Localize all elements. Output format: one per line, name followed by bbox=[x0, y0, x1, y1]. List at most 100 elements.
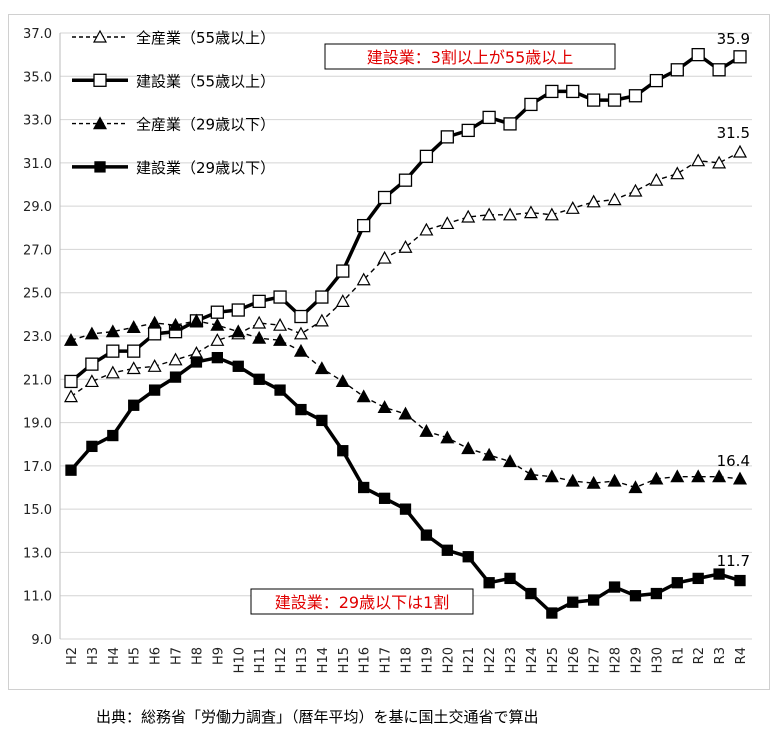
data-point-2 bbox=[398, 406, 413, 420]
legend-label: 全産業（55歳以上） bbox=[136, 29, 275, 47]
data-point-1 bbox=[419, 149, 434, 164]
data-point-0 bbox=[356, 272, 371, 286]
annotation-box bbox=[324, 43, 616, 70]
data-point-3 bbox=[190, 356, 203, 368]
legend-marker bbox=[94, 161, 106, 173]
x-tick-label: H27 bbox=[588, 647, 603, 673]
data-point-2 bbox=[377, 400, 392, 414]
data-point-0 bbox=[712, 155, 727, 169]
data-point-2 bbox=[544, 469, 559, 483]
x-tick-label: H10 bbox=[232, 647, 247, 673]
data-point-0 bbox=[126, 361, 141, 375]
data-point-2 bbox=[461, 441, 476, 455]
x-tick-label: H11 bbox=[253, 647, 268, 673]
data-point-3 bbox=[378, 492, 391, 504]
data-point-2 bbox=[649, 471, 664, 485]
data-point-3 bbox=[546, 607, 558, 619]
data-point-1 bbox=[628, 89, 643, 103]
x-tick-label: H15 bbox=[337, 647, 352, 673]
data-point-1 bbox=[106, 344, 120, 358]
data-point-3 bbox=[462, 551, 474, 563]
data-point-3 bbox=[295, 403, 307, 416]
data-point-2 bbox=[691, 469, 706, 483]
data-point-3 bbox=[399, 503, 412, 515]
data-point-0 bbox=[670, 166, 685, 180]
x-tick-label: H16 bbox=[358, 647, 373, 673]
data-point-0 bbox=[419, 222, 434, 236]
data-point-0 bbox=[63, 389, 79, 403]
data-point-0 bbox=[523, 205, 538, 219]
data-point-1 bbox=[147, 327, 162, 341]
x-tick-label: H3 bbox=[86, 647, 101, 665]
data-point-3 bbox=[734, 574, 746, 587]
data-point-0 bbox=[293, 326, 308, 340]
data-point-3 bbox=[337, 445, 349, 457]
data-point-1 bbox=[461, 123, 475, 138]
data-point-0 bbox=[252, 315, 267, 329]
y-tick-label: 19.0 bbox=[23, 417, 52, 432]
data-point-2 bbox=[63, 333, 79, 346]
data-point-3 bbox=[671, 577, 683, 589]
data-point-0 bbox=[105, 365, 120, 379]
x-tick-label: H6 bbox=[149, 647, 164, 665]
x-tick-label: H9 bbox=[211, 647, 226, 665]
data-point-0 bbox=[398, 240, 413, 253]
x-tick-label: H12 bbox=[274, 647, 289, 673]
data-point-0 bbox=[586, 194, 601, 208]
data-point-3 bbox=[588, 594, 600, 606]
data-point-3 bbox=[274, 384, 286, 396]
data-point-0 bbox=[461, 209, 476, 223]
data-point-1 bbox=[294, 309, 308, 324]
x-tick-label: H28 bbox=[609, 647, 624, 673]
data-point-2 bbox=[607, 473, 622, 487]
x-tick-label: H30 bbox=[650, 647, 665, 673]
y-tick-label: 15.0 bbox=[23, 503, 52, 518]
x-tick-label: H25 bbox=[546, 647, 561, 673]
x-tick-label: H14 bbox=[316, 647, 331, 673]
data-point-0 bbox=[440, 216, 455, 230]
data-point-3 bbox=[253, 373, 265, 385]
y-tick-label: 27.0 bbox=[23, 243, 52, 258]
x-tick-label: H23 bbox=[504, 647, 519, 673]
data-point-2 bbox=[147, 315, 162, 329]
y-tick-label: 11.0 bbox=[23, 590, 52, 605]
data-point-2 bbox=[523, 467, 538, 481]
y-tick-label: 21.0 bbox=[23, 373, 52, 388]
data-point-1 bbox=[566, 84, 580, 99]
data-point-3 bbox=[525, 587, 537, 600]
y-tick-label: 13.0 bbox=[23, 546, 52, 561]
data-point-2 bbox=[565, 473, 580, 487]
data-point-2 bbox=[482, 447, 497, 461]
data-point-3 bbox=[608, 581, 621, 593]
data-label: 11.7 bbox=[717, 552, 750, 570]
data-point-3 bbox=[358, 481, 370, 494]
data-point-2 bbox=[440, 430, 455, 444]
line-chart: 9.0 11.0 13.0 15.0 17.0 19.0 21.0 23.0 25.0 27.0 2… bbox=[23, 27, 752, 673]
data-point-2 bbox=[670, 469, 685, 483]
data-point-3 bbox=[65, 464, 77, 476]
data-point-3 bbox=[107, 429, 119, 442]
data-point-3 bbox=[629, 590, 642, 602]
data-point-1 bbox=[670, 63, 684, 77]
x-tick-label: H20 bbox=[441, 647, 456, 673]
source-note: 出典：総務省「労働力調査」（暦年平均）を基に国土交通省で算出 bbox=[96, 708, 539, 726]
data-point-1 bbox=[85, 357, 99, 371]
data-point-2 bbox=[231, 324, 246, 338]
data-point-0 bbox=[628, 183, 643, 197]
x-tick-label: H8 bbox=[190, 647, 205, 665]
legend-marker bbox=[92, 116, 108, 130]
data-point-3 bbox=[567, 596, 579, 608]
data-point-2 bbox=[84, 326, 99, 340]
data-point-1 bbox=[127, 344, 141, 358]
data-point-1 bbox=[733, 50, 747, 64]
data-point-0 bbox=[649, 172, 664, 186]
data-label: 35.9 bbox=[717, 30, 750, 48]
data-point-1 bbox=[64, 374, 78, 389]
data-point-3 bbox=[148, 384, 161, 396]
x-tick-label: H4 bbox=[107, 647, 122, 665]
x-tick-label: H7 bbox=[170, 647, 185, 665]
series-line-0 bbox=[70, 151, 741, 398]
x-tick-label: H18 bbox=[400, 647, 415, 673]
data-point-3 bbox=[232, 360, 244, 372]
x-tick-label: H26 bbox=[567, 647, 582, 673]
